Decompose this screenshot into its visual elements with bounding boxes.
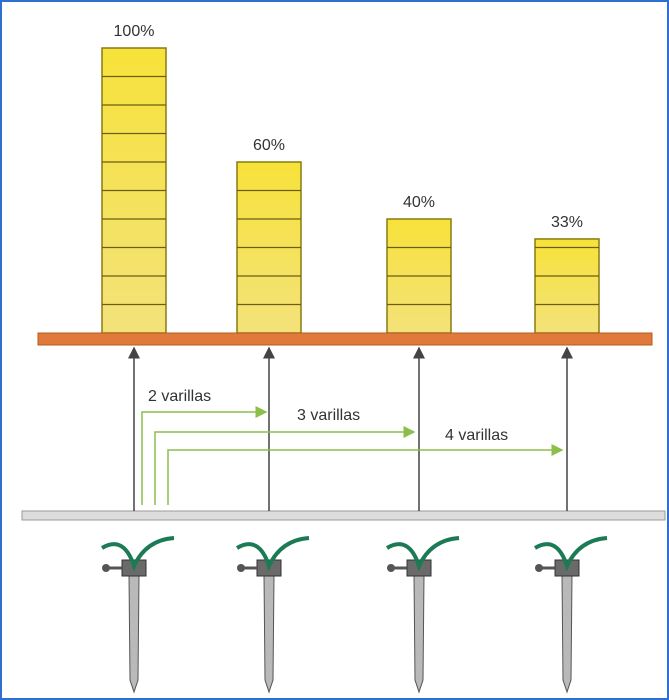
annotation: 3 varillas <box>297 407 360 424</box>
annotation: 2 varillas <box>148 388 211 405</box>
stake <box>562 575 572 692</box>
plank <box>38 333 652 345</box>
stake <box>414 575 424 692</box>
diagram: 2 varillas 3 varillas 4 varillas 100% 60%… <box>0 0 669 700</box>
ground-bar <box>22 511 665 520</box>
bar <box>535 239 599 333</box>
stake <box>264 575 274 692</box>
value-label: 40% <box>403 194 435 211</box>
stake <box>129 575 139 692</box>
value-label: 60% <box>253 137 285 154</box>
annotation: 4 varillas <box>445 427 508 444</box>
value-label: 33% <box>551 214 583 231</box>
value-label: 100% <box>114 23 155 40</box>
